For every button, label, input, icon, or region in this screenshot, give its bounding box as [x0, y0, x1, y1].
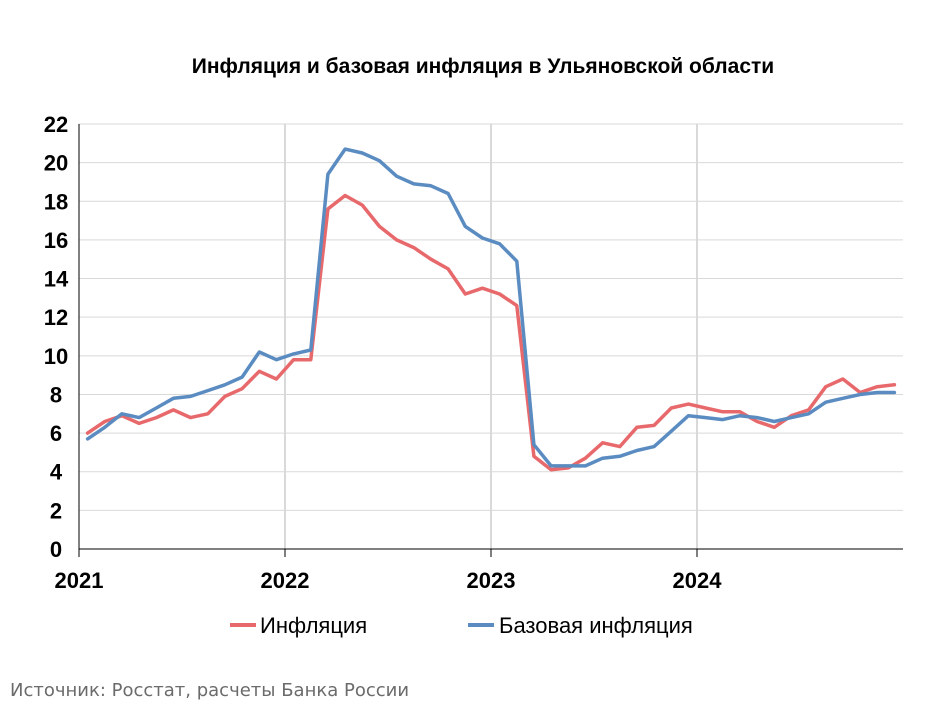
y-tick-label: 8 — [50, 382, 62, 407]
series-group — [85, 147, 897, 472]
chart-title: Инфляция и базовая инфляция в Ульяновско… — [192, 55, 774, 78]
y-tick-label: 22 — [44, 112, 68, 137]
y-tick-label: 20 — [44, 151, 68, 176]
y-tick-label: 10 — [44, 344, 68, 369]
x-tick-label: 2022 — [261, 568, 310, 593]
y-tick-label: 14 — [44, 267, 69, 292]
y-tick-label: 0 — [50, 537, 62, 562]
grid — [79, 123, 903, 549]
legend-label: Базовая инфляция — [499, 613, 693, 638]
y-tick-label: 18 — [44, 189, 68, 214]
y-tick-label: 2 — [50, 498, 62, 523]
x-tick-label: 2021 — [55, 568, 104, 593]
x-tick-label: 2023 — [467, 568, 516, 593]
y-tick-label: 4 — [50, 460, 63, 485]
y-tick-label: 12 — [44, 305, 68, 330]
legend: Инфляция Базовая инфляция — [230, 613, 693, 638]
x-tick-label: 2024 — [673, 568, 723, 593]
y-tick-label: 16 — [44, 228, 68, 253]
y-tick-label: 6 — [50, 421, 62, 446]
series-line-core-inflation — [85, 147, 897, 468]
source-note: Источник: Росстат, расчеты Банка России — [10, 680, 410, 701]
legend-label: Инфляция — [260, 613, 367, 638]
series-line-inflation — [85, 193, 897, 472]
